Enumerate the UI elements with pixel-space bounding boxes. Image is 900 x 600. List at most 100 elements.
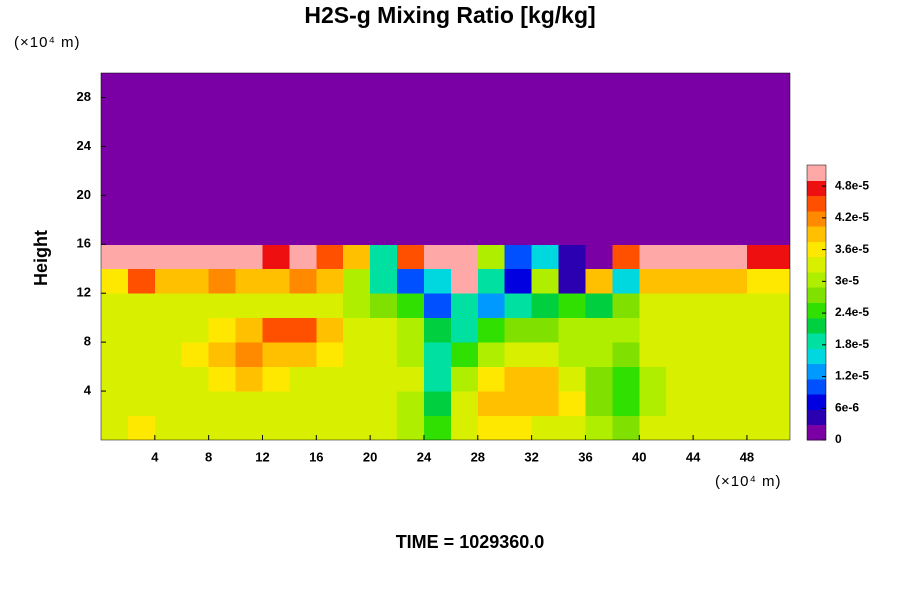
heat-cell: [612, 195, 640, 221]
heat-cell: [585, 244, 613, 270]
heat-cell: [558, 170, 586, 196]
heat-cell: [235, 317, 263, 343]
heat-cell: [504, 121, 533, 147]
heat-cell: [720, 342, 748, 368]
heat-cell: [666, 195, 694, 221]
heat-cell: [181, 317, 210, 343]
heat-cell: [343, 146, 371, 172]
heat-cell: [208, 342, 237, 368]
heat-cell: [746, 97, 775, 123]
heat-cell: [289, 195, 317, 221]
heat-cell: [101, 244, 129, 270]
heat-cell: [101, 146, 129, 172]
heat-cell: [720, 170, 748, 196]
heat-cell: [477, 170, 506, 196]
heat-cell: [397, 366, 425, 392]
heat-cell: [397, 170, 425, 196]
heat-cell: [397, 195, 425, 221]
colorbar-tick-label: 1.8e-5: [835, 337, 869, 351]
heat-cell: [693, 219, 721, 245]
heat-cell: [666, 293, 694, 319]
heat-cell: [773, 146, 790, 172]
heat-cell: [154, 73, 183, 98]
heat-cell: [477, 391, 506, 417]
heat-cell: [370, 195, 398, 221]
heat-cell: [477, 244, 506, 270]
heat-cell: [585, 146, 613, 172]
heat-cell: [720, 121, 748, 147]
heat-cell: [127, 146, 156, 172]
heat-cell: [693, 170, 721, 196]
heat-cell: [370, 121, 398, 147]
heat-cell: [720, 195, 748, 221]
heat-cell: [639, 97, 667, 123]
heat-cell: [612, 73, 640, 98]
heat-cell: [208, 73, 237, 98]
heat-cell: [585, 317, 613, 343]
heat-cell: [343, 268, 371, 294]
heat-cell: [127, 391, 156, 417]
heat-cell: [720, 73, 748, 98]
heat-cell: [127, 244, 156, 270]
heat-cell: [477, 219, 506, 245]
heat-cell: [101, 317, 129, 343]
x-tick-label: 20: [363, 449, 377, 464]
colorbar-band: [807, 394, 826, 410]
heat-cell: [773, 366, 790, 392]
heat-cell: [423, 121, 452, 147]
heat-cell: [101, 268, 129, 294]
heat-cell: [316, 366, 344, 392]
heat-cell: [235, 391, 263, 417]
heat-cell: [289, 73, 317, 98]
x-tick-label: 16: [309, 449, 323, 464]
heat-cell: [127, 342, 156, 368]
heat-cell: [639, 219, 667, 245]
heat-cell: [262, 97, 290, 123]
heat-cell: [639, 342, 667, 368]
heat-cell: [585, 293, 613, 319]
heat-cell: [773, 391, 790, 417]
heat-cell: [746, 293, 775, 319]
heat-cell: [181, 73, 210, 98]
colorbar-band: [807, 271, 826, 288]
x-tick-label: 36: [578, 449, 592, 464]
heat-cell: [423, 293, 452, 319]
heat-cell: [370, 317, 398, 343]
heat-cell: [477, 366, 506, 392]
heat-cell: [262, 219, 290, 245]
heat-cell: [289, 121, 317, 147]
heat-cell: [235, 293, 263, 319]
heat-cell: [450, 317, 479, 343]
x-tick-label: 32: [524, 449, 538, 464]
heat-cell: [612, 97, 640, 123]
colorbar-tick-label: 4.2e-5: [835, 210, 869, 224]
heat-cell: [397, 342, 425, 368]
heat-cell: [343, 415, 371, 440]
heat-cell: [504, 170, 533, 196]
heat-cell: [370, 97, 398, 123]
heat-cell: [316, 317, 344, 343]
heat-cell: [343, 244, 371, 270]
heat-cell: [397, 268, 425, 294]
heat-cell: [558, 244, 586, 270]
heat-cell: [773, 268, 790, 294]
heat-cell: [639, 293, 667, 319]
heat-cell: [127, 268, 156, 294]
heat-cell: [397, 219, 425, 245]
heat-cell: [343, 97, 371, 123]
heat-cell: [262, 170, 290, 196]
heat-cell: [154, 170, 183, 196]
heat-cell: [262, 244, 290, 270]
colorbar-band: [807, 317, 826, 334]
heat-cell: [208, 317, 237, 343]
heat-cell: [720, 97, 748, 123]
heat-cell: [235, 195, 263, 221]
heat-cell: [101, 219, 129, 245]
heat-cell: [773, 342, 790, 368]
heat-cell: [316, 73, 344, 98]
heat-cell: [612, 219, 640, 245]
heat-cell: [397, 73, 425, 98]
heat-cell: [612, 293, 640, 319]
heat-cell: [585, 342, 613, 368]
